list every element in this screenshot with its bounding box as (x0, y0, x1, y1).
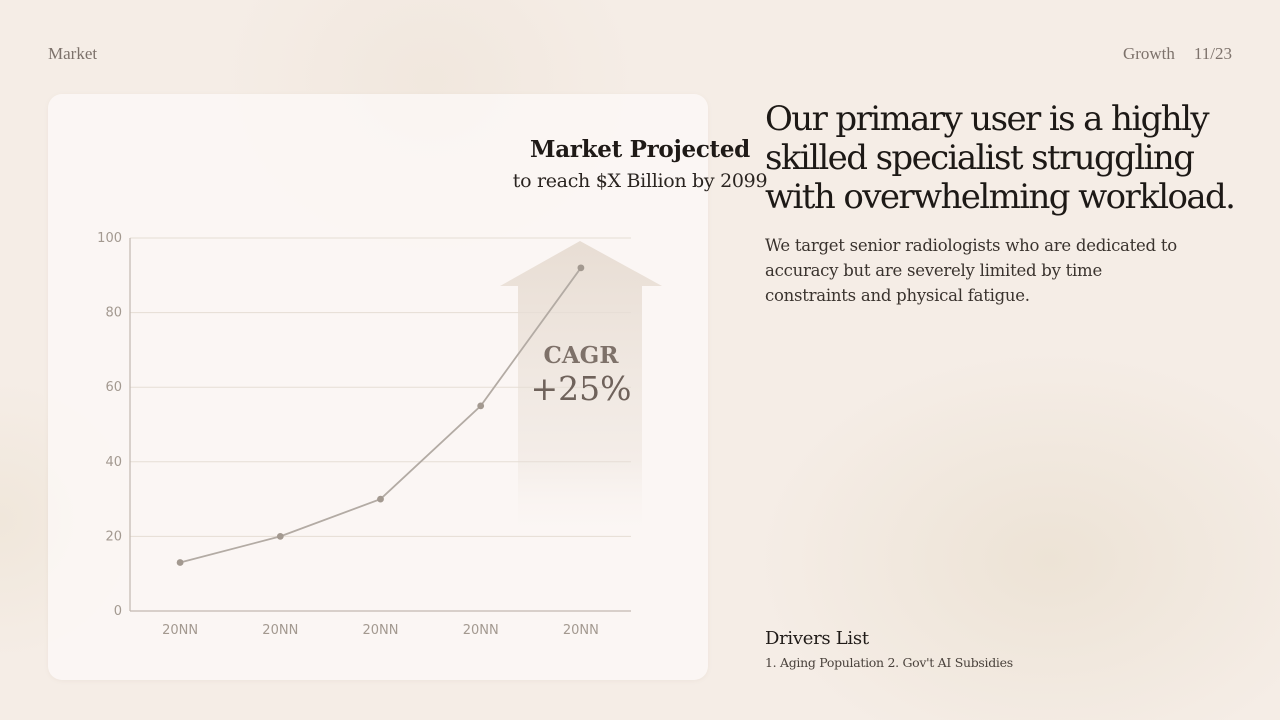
page-counter: 11/23 (1193, 44, 1232, 63)
data-point (176, 559, 184, 566)
cagr-value: +25% (531, 369, 632, 408)
topic-label: Growth (1122, 44, 1175, 63)
x-tick-label: 20NN (363, 623, 399, 638)
drivers-list: 1. Aging Population 2. Gov't AI Subsidie… (765, 655, 1013, 670)
y-tick-label: 20 (105, 529, 122, 544)
data-point (477, 402, 485, 410)
x-tick-label: 20NN (463, 623, 499, 638)
x-tick-label: 20NN (563, 623, 599, 638)
body-text: We target senior radiologists who are de… (765, 236, 1177, 305)
page-meta: Growth 11/23 (1123, 44, 1232, 64)
y-tick-label: 80 (105, 306, 122, 321)
drivers-title: Drivers List (765, 628, 869, 649)
chart-subtitle: to reach $X Billion by 2099 (512, 170, 768, 192)
line-chart: 0 20 40 60 80 100 20NN 20NN 20NN 20NN 20NN CAGR +2… (97, 231, 662, 638)
x-tick-label: 20NN (162, 623, 198, 638)
data-point (276, 533, 284, 540)
y-tick-label: 100 (97, 231, 122, 246)
section-label: Market (48, 44, 98, 63)
y-tick-label: 0 (114, 604, 122, 619)
data-point (377, 495, 384, 503)
headline: Our primary user is a highly skilled spe… (765, 99, 1236, 217)
data-point (577, 264, 585, 272)
cagr-label: CAGR (544, 342, 620, 369)
y-tick-label: 40 (105, 455, 122, 470)
chart-title: Market Projected (530, 136, 750, 163)
x-tick-label: 20NN (262, 623, 298, 638)
y-tick-label: 60 (105, 380, 122, 395)
